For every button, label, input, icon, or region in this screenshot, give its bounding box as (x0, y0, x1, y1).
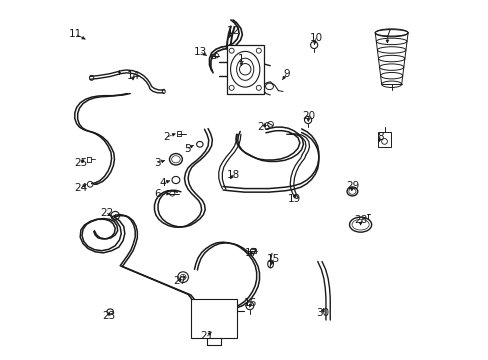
Text: 7: 7 (383, 29, 390, 39)
Text: 2: 2 (163, 132, 170, 142)
Text: 11: 11 (69, 29, 82, 39)
Bar (226, 45, 263, 94)
Text: 27: 27 (172, 276, 186, 286)
Text: 8: 8 (376, 132, 383, 142)
Text: 29: 29 (345, 181, 358, 192)
Text: 17: 17 (244, 248, 258, 258)
Bar (377, 132, 390, 147)
Text: 25: 25 (74, 158, 87, 168)
Text: 1: 1 (237, 54, 244, 64)
Text: 26: 26 (257, 122, 270, 132)
Text: 30: 30 (315, 308, 328, 318)
Text: 10: 10 (309, 33, 322, 43)
Text: 9: 9 (283, 68, 289, 78)
Text: 15: 15 (266, 254, 280, 264)
Text: 28: 28 (353, 215, 366, 225)
Text: 23: 23 (102, 311, 115, 321)
Text: 20: 20 (302, 111, 315, 121)
Text: 18: 18 (226, 170, 239, 180)
Text: 24: 24 (74, 183, 87, 193)
Bar (190, 299, 237, 338)
Text: 5: 5 (183, 144, 190, 154)
Text: 4: 4 (160, 178, 166, 188)
Text: 16: 16 (244, 298, 257, 308)
Text: 12: 12 (226, 26, 239, 36)
Text: 19: 19 (287, 194, 301, 203)
Text: 3: 3 (153, 158, 160, 168)
Text: 21: 21 (200, 332, 213, 342)
Text: 14: 14 (126, 71, 140, 81)
Text: 22: 22 (100, 208, 113, 218)
Text: 6: 6 (154, 189, 161, 199)
Text: 13: 13 (194, 47, 207, 57)
